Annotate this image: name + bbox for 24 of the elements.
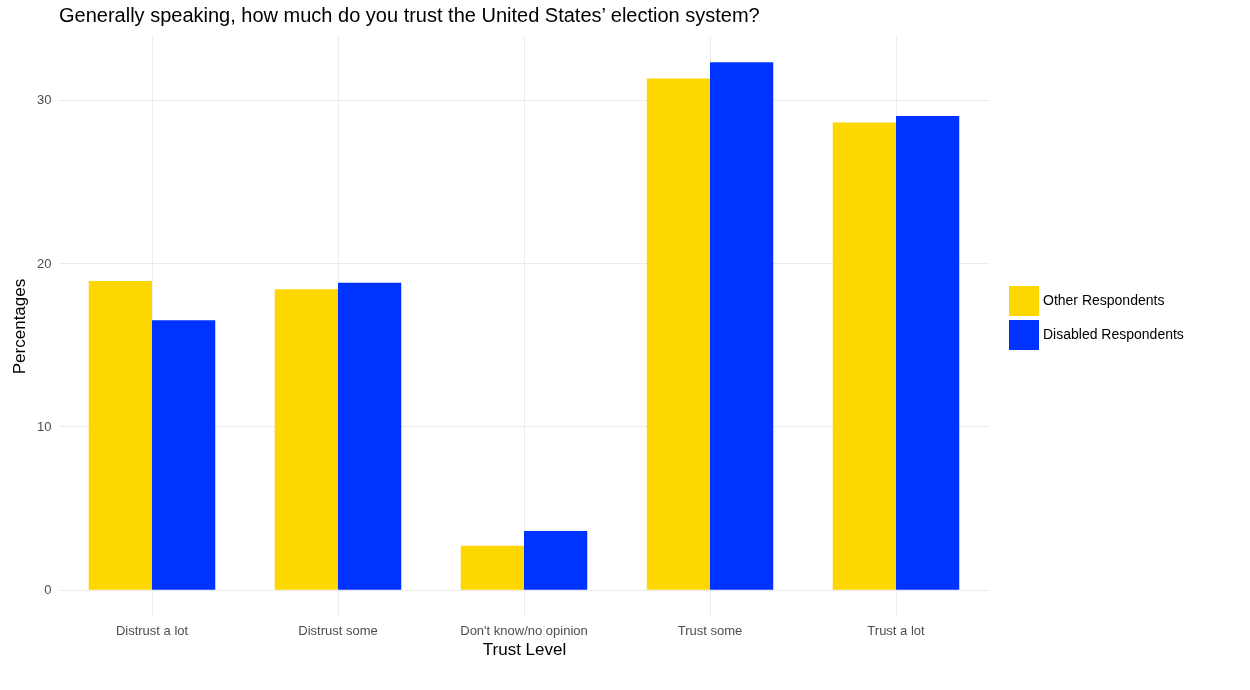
y-tick-label: 20 bbox=[37, 255, 52, 271]
bar bbox=[460, 545, 524, 590]
chart-title: Generally speaking, how much do you trust the United States’ election system? bbox=[59, 4, 760, 26]
bar bbox=[152, 320, 216, 590]
x-tick-label: Trust a lot bbox=[867, 622, 926, 638]
y-tick-label: 10 bbox=[37, 418, 52, 434]
bar bbox=[88, 281, 152, 590]
x-axis-title: Trust Level bbox=[482, 639, 567, 659]
x-tick-label: Distrust a lot bbox=[115, 622, 189, 638]
bar bbox=[524, 531, 588, 590]
x-tick-label: Don't know/no opinion bbox=[460, 622, 588, 638]
y-tick-label: 30 bbox=[37, 92, 52, 108]
legend-label: Disabled Respondents bbox=[1043, 326, 1184, 342]
bar bbox=[338, 282, 402, 590]
bar bbox=[832, 122, 896, 590]
legend-label: Other Respondents bbox=[1043, 292, 1165, 308]
bar bbox=[646, 78, 710, 590]
y-axis-title: Percentages bbox=[10, 278, 30, 375]
x-tick-label: Trust some bbox=[677, 622, 743, 638]
bar bbox=[274, 289, 338, 590]
bar bbox=[710, 62, 774, 590]
y-tick-label: 0 bbox=[44, 582, 52, 598]
x-tick-label: Distrust some bbox=[298, 622, 378, 638]
bar bbox=[896, 116, 960, 590]
